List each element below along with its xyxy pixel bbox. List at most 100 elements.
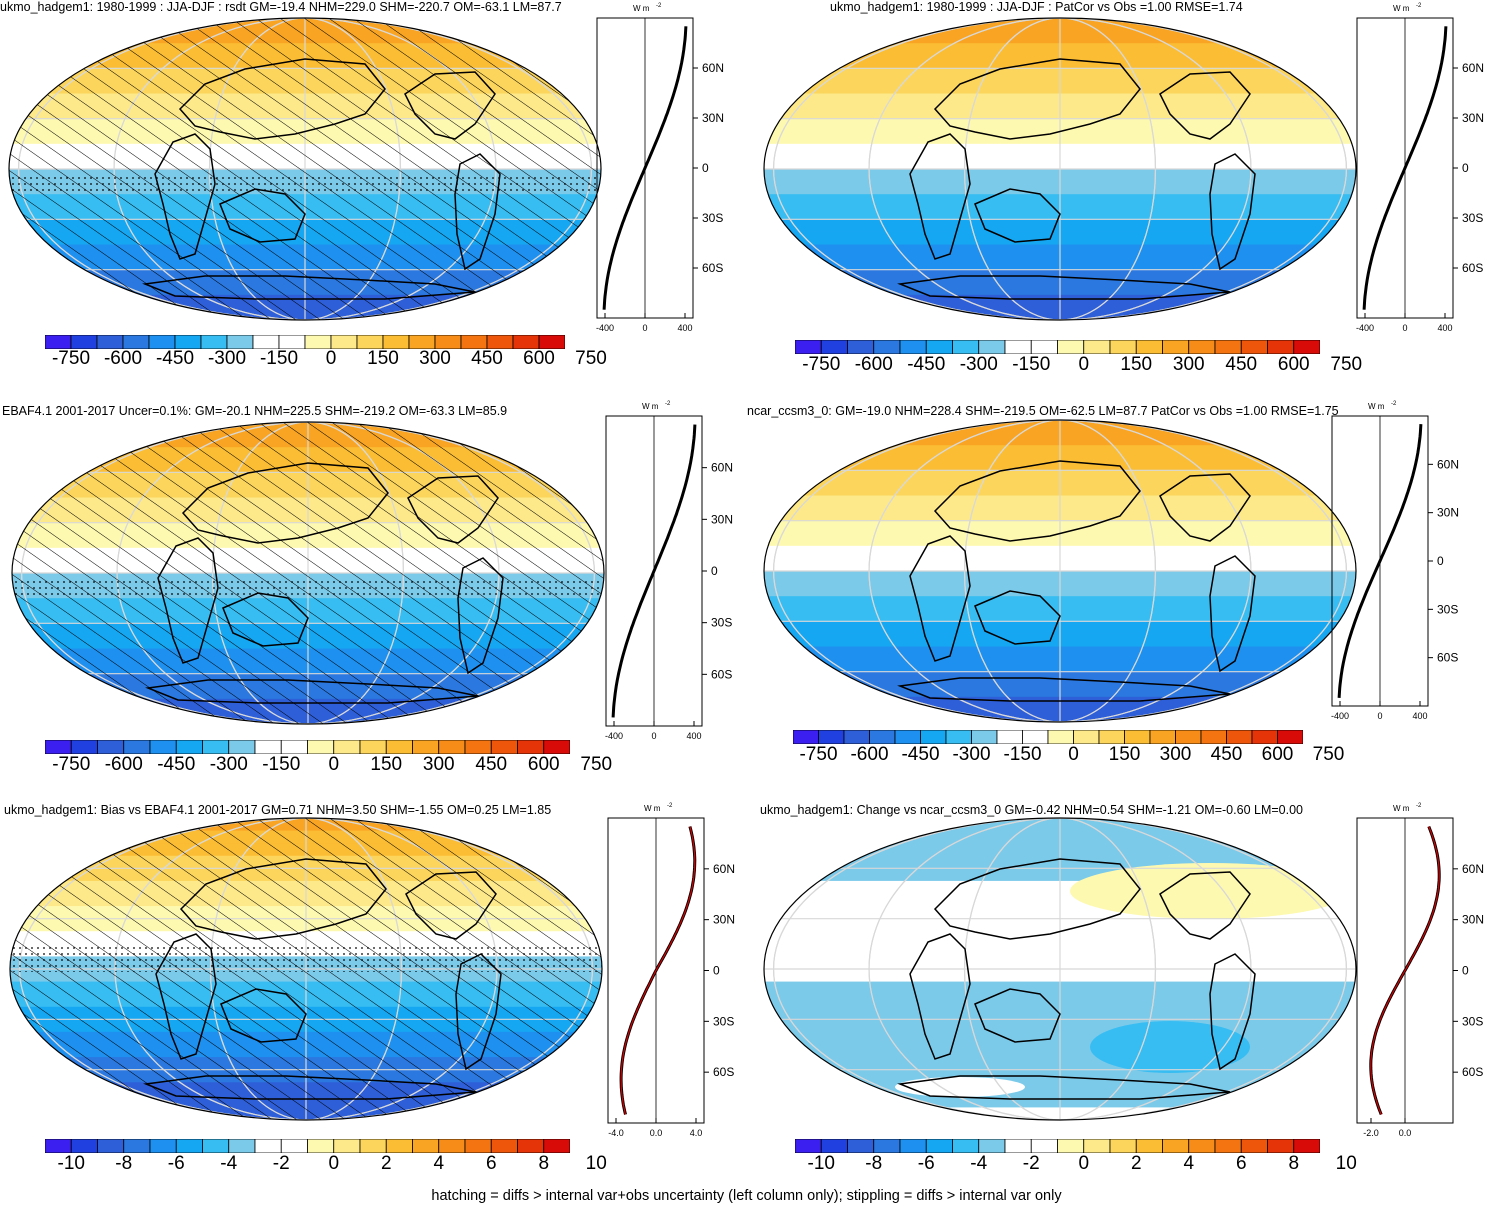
coastline: [454, 153, 501, 271]
colorbar-label: -300: [209, 754, 248, 775]
colorbar-label: 300: [419, 348, 451, 369]
colorbar-label: 6: [1235, 1153, 1247, 1174]
colorbar-swatch: [280, 1139, 308, 1153]
coastline: [933, 58, 1141, 140]
x-tick-label: -4.0: [608, 1128, 624, 1138]
colorbar-label: 8: [538, 1153, 550, 1174]
panel-title: ukmo_hadgem1: Change vs ncar_ccsm3_0 GM=…: [760, 803, 1303, 817]
colorbar-label: -150: [259, 348, 299, 369]
hatching: [9, 18, 601, 320]
unit-label: W m: [1393, 804, 1410, 813]
x-tick-label: 400: [686, 731, 701, 741]
colorbar-label: -10: [57, 1153, 85, 1174]
lat-label: 60N: [1437, 457, 1459, 471]
colorbar-label: -450: [901, 744, 940, 765]
colorbar-swatch: [1214, 340, 1242, 354]
colorbar: [45, 1139, 570, 1153]
colorbar-swatch: [920, 730, 947, 744]
colorbar-swatch: [1175, 730, 1202, 744]
colorbar-swatch: [122, 335, 150, 349]
coastline: [897, 677, 1231, 702]
hatching: [12, 422, 604, 724]
colorbar-label: 150: [1108, 744, 1141, 765]
unit-label: W m: [642, 402, 659, 411]
colorbar-swatch: [543, 1139, 570, 1153]
colorbar-swatch: [97, 740, 125, 754]
colorbar-label: 750: [575, 348, 607, 369]
colorbar-swatch: [952, 340, 980, 354]
colorbar-swatch: [307, 740, 335, 754]
colorbar-label: 450: [475, 754, 508, 775]
colorbar-swatch: [438, 1139, 466, 1153]
colorbar-swatch: [517, 1139, 545, 1153]
panel-title: ukmo_hadgem1: 1980-1999 : JJA-DJF : PatC…: [830, 0, 1243, 14]
colorbar-swatch: [333, 740, 361, 754]
coastline: [457, 557, 504, 675]
antarctic-region: [895, 1077, 1025, 1097]
coastline: [974, 988, 1061, 1043]
colorbar-swatch: [1200, 730, 1227, 744]
map: [763, 419, 1357, 723]
x-tick-label: 0: [1402, 323, 1407, 333]
colorbar-label: 0: [1078, 354, 1090, 375]
colorbar-swatch: [1226, 730, 1253, 744]
graticule-lon: [963, 18, 1157, 320]
colorbar-swatch: [1135, 1139, 1163, 1153]
coastline: [1209, 153, 1256, 271]
colorbar-swatch: [280, 740, 308, 754]
coastline: [154, 133, 216, 260]
colorbar-label: 450: [1225, 354, 1258, 375]
colorbar: [45, 335, 565, 349]
colorbar-swatch: [793, 730, 819, 744]
profile-curve: [1362, 26, 1448, 310]
colorbar-label: 2: [380, 1153, 392, 1174]
lat-label: 0: [702, 161, 709, 175]
map: [9, 817, 603, 1121]
colorbar-swatch: [971, 730, 998, 744]
colorbar-swatch: [1030, 1139, 1058, 1153]
lat-label: 30S: [1462, 1014, 1483, 1028]
map-outline: [9, 817, 603, 1121]
panel-bias: ukmo_hadgem1: Bias vs EBAF4.1 2001-2017 …: [0, 800, 750, 1190]
coastline: [909, 133, 971, 260]
coastline: [181, 462, 389, 544]
colorbar-label: 150: [370, 754, 403, 775]
coastline: [1209, 555, 1256, 673]
colorbar-labels: -10 -8 -6 -4 -2 0 2 4 6 8 10: [795, 1153, 1357, 1177]
colorbar-label: 450: [471, 348, 503, 369]
coastline: [179, 858, 387, 940]
coastline: [933, 460, 1141, 542]
coastline: [897, 1075, 1231, 1100]
x-tick-label: -400: [1331, 711, 1349, 721]
colorbar-swatch: [820, 340, 848, 354]
lat-label: 60S: [713, 1065, 734, 1079]
colorbar-label: 750: [1312, 744, 1345, 765]
colorbar-swatch: [382, 335, 410, 349]
coastline: [933, 858, 1141, 940]
colorbar-swatch: [70, 1139, 98, 1153]
colorbar-label: -4: [220, 1153, 238, 1174]
panel-model-patcor: ukmo_hadgem1: 1980-1999 : JJA-DJF : PatC…: [745, 0, 1493, 390]
colorbar-label: 600: [1261, 744, 1294, 765]
x-tick-label: 400: [1437, 323, 1452, 333]
colorbar-label: -150: [1003, 744, 1042, 765]
colorbar-swatch: [1251, 730, 1278, 744]
colorbar-swatch: [486, 335, 514, 349]
graticule-lon: [963, 420, 1157, 722]
colorbar-label: -750: [51, 348, 91, 369]
colorbar-label: -300: [959, 354, 998, 375]
colorbar-swatch: [978, 340, 1006, 354]
panel-model-rsdt: ukmo_hadgem1: 1980-1999 : JJA-DJF : rsdt…: [0, 0, 750, 390]
colorbar-swatch: [1109, 1139, 1137, 1153]
colorbar-label: 4: [433, 1153, 445, 1174]
colorbar-label: 300: [422, 754, 455, 775]
x-tick-label: 0: [651, 731, 656, 741]
colorbar-swatch: [1057, 1139, 1085, 1153]
colorbar-swatch: [45, 1139, 72, 1153]
colorbar-swatch: [1162, 1139, 1190, 1153]
colorbar-label: -450: [157, 754, 196, 775]
colorbar-swatch: [1277, 730, 1303, 744]
panel-obs-ebaf: EBAF4.1 2001-2017 Uncer=0.1%: GM=-20.1 N…: [0, 398, 750, 788]
zonal-mean-profile: W m -2 60N 30N 0 30S 60S -4.0 0.0 4.0: [607, 803, 735, 1138]
colorbar-swatch: [434, 335, 462, 349]
